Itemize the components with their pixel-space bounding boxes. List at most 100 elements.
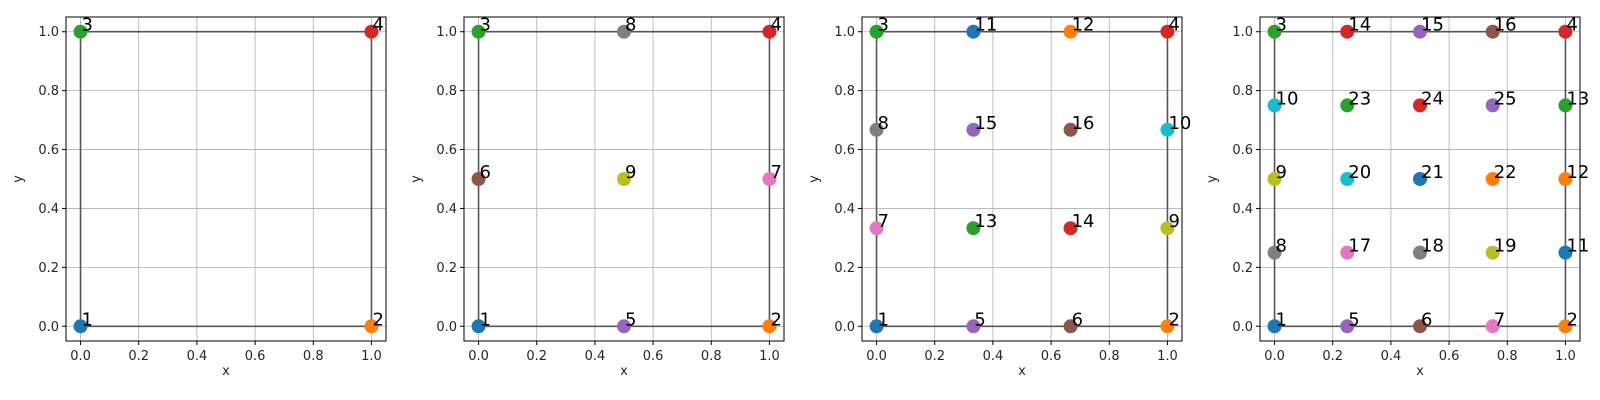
point-label-14: 14 xyxy=(1348,15,1371,36)
y-tick-label: 1.0 xyxy=(834,25,855,40)
point-label-5: 5 xyxy=(1348,309,1359,330)
x-tick-label: 0.2 xyxy=(924,349,945,364)
data-point-25 xyxy=(1485,98,1500,113)
data-point-13 xyxy=(1558,98,1573,113)
data-point-1 xyxy=(869,319,884,334)
point-label-9: 9 xyxy=(1168,211,1179,232)
data-point-7 xyxy=(869,221,884,236)
x-tick-label: 0.8 xyxy=(701,349,722,364)
scatter-panel-1: 1 2 3 4 0.0 0.2 0.4 0.6 0.8 1.0 0.0 0.2 0.4 0.6 0.8 1.0… xyxy=(11,15,387,379)
y-axis-label: y xyxy=(807,175,822,183)
y-tick-label: 0.6 xyxy=(38,143,59,158)
x-tick-label: 1.0 xyxy=(1555,349,1576,364)
y-tick-label: 0.8 xyxy=(834,84,855,99)
y-tick-label: 0.8 xyxy=(1232,84,1253,99)
point-label-10: 10 xyxy=(1276,88,1299,109)
data-point-2 xyxy=(762,319,777,334)
point-label-4: 4 xyxy=(770,15,781,36)
data-point-6 xyxy=(471,172,486,186)
x-axis-label: x xyxy=(222,364,230,379)
x-axis-label: x xyxy=(1018,364,1026,379)
data-point-5 xyxy=(617,319,631,334)
x-tick-label: 0.8 xyxy=(1099,349,1120,364)
point-label-6: 6 xyxy=(1072,309,1083,330)
point-label-2: 2 xyxy=(1168,309,1179,330)
data-point-9 xyxy=(617,172,631,186)
point-label-13: 13 xyxy=(974,211,997,232)
point-label-10: 10 xyxy=(1168,113,1191,134)
data-point-14 xyxy=(1063,221,1078,236)
data-point-16 xyxy=(1063,122,1078,137)
data-point-21 xyxy=(1413,172,1427,186)
plot-frame xyxy=(1259,16,1581,342)
point-label-15: 15 xyxy=(974,113,997,134)
point-label-2: 2 xyxy=(1566,309,1577,330)
x-tick-label: 1.0 xyxy=(1157,349,1178,364)
data-point-7 xyxy=(1485,319,1500,334)
y-tick-label: 0.0 xyxy=(436,320,457,335)
point-label-7: 7 xyxy=(878,211,889,232)
y-axis-label: y xyxy=(1205,175,1220,183)
y-tick-label: 1.0 xyxy=(38,25,59,40)
y-tick-label: 0.6 xyxy=(834,143,855,158)
data-point-10 xyxy=(1160,122,1175,137)
data-point-8 xyxy=(617,24,631,39)
point-label-22: 22 xyxy=(1494,162,1517,183)
data-point-12 xyxy=(1558,172,1573,186)
data-point-8 xyxy=(1267,245,1282,260)
data-point-10 xyxy=(1267,98,1282,113)
data-point-3 xyxy=(471,24,486,39)
y-tick-label: 0.4 xyxy=(834,202,855,217)
point-label-5: 5 xyxy=(974,309,985,330)
data-point-9 xyxy=(1267,172,1282,186)
data-point-23 xyxy=(1340,98,1355,113)
data-point-11 xyxy=(1558,245,1573,260)
point-label-12: 12 xyxy=(1566,162,1589,183)
point-label-17: 17 xyxy=(1348,236,1371,257)
point-label-3: 3 xyxy=(480,15,491,36)
y-tick-label: 0.2 xyxy=(834,261,855,276)
y-tick-label: 0.6 xyxy=(436,143,457,158)
data-point-13 xyxy=(966,221,981,236)
y-tick-label: 0.4 xyxy=(436,202,457,217)
data-point-4 xyxy=(364,24,379,39)
data-point-22 xyxy=(1485,172,1500,186)
data-point-24 xyxy=(1413,98,1427,113)
data-point-15 xyxy=(1413,24,1427,39)
data-point-17 xyxy=(1340,245,1355,260)
y-tick-label: 0.4 xyxy=(1232,202,1253,217)
point-label-20: 20 xyxy=(1348,162,1371,183)
point-label-23: 23 xyxy=(1348,88,1371,109)
scatter-panel-2: 1 2 3 4 5 6 7 8 9 0.0 0.2 0.4 0.6 0.8 1.0 0.0 0.2 0.4 0.6 0… xyxy=(409,15,785,379)
x-tick-label: 0.0 xyxy=(70,349,91,364)
point-label-2: 2 xyxy=(372,309,383,330)
plot-frame xyxy=(463,16,785,342)
data-point-3 xyxy=(1267,24,1282,39)
x-tick-label: 1.0 xyxy=(759,349,780,364)
point-label-3: 3 xyxy=(878,15,889,36)
point-label-9: 9 xyxy=(1276,162,1287,183)
point-label-8: 8 xyxy=(878,113,889,134)
plot-frame xyxy=(861,16,1183,342)
point-label-7: 7 xyxy=(770,162,781,183)
data-point-6 xyxy=(1063,319,1078,334)
point-label-1: 1 xyxy=(1276,309,1287,330)
data-point-1 xyxy=(73,319,88,334)
point-label-1: 1 xyxy=(480,309,491,330)
x-tick-label: 0.0 xyxy=(1264,349,1285,364)
point-label-3: 3 xyxy=(1276,15,1287,36)
data-point-11 xyxy=(966,24,981,39)
y-tick-label: 0.8 xyxy=(38,84,59,99)
data-point-3 xyxy=(73,24,88,39)
point-label-8: 8 xyxy=(1276,236,1287,257)
point-label-6: 6 xyxy=(480,162,491,183)
point-label-18: 18 xyxy=(1421,236,1444,257)
x-tick-label: 0.2 xyxy=(1322,349,1343,364)
data-point-20 xyxy=(1340,172,1355,186)
y-tick-label: 0.2 xyxy=(38,261,59,276)
point-label-15: 15 xyxy=(1421,15,1444,36)
x-tick-label: 1.0 xyxy=(361,349,382,364)
